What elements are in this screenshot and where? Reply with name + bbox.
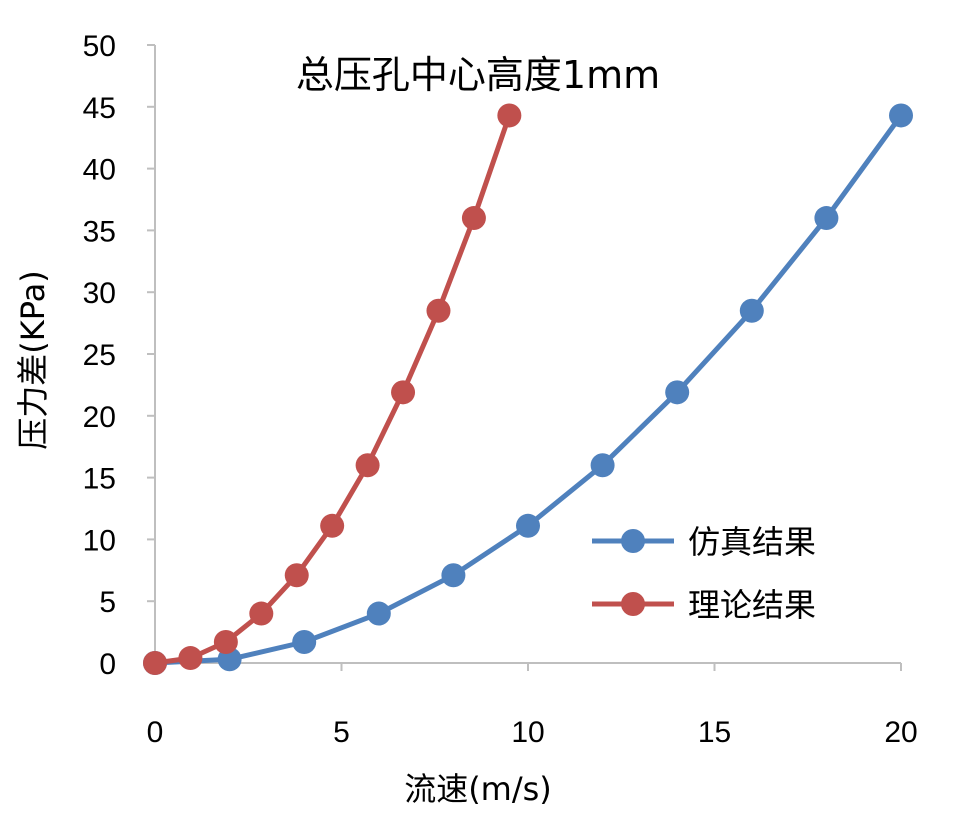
data-point <box>461 206 486 231</box>
legend-label: 理论结果 <box>688 586 816 624</box>
y-tick-label: 5 <box>99 586 116 619</box>
y-tick-label: 30 <box>83 277 116 310</box>
series-layer <box>143 103 913 675</box>
data-point <box>249 601 274 626</box>
data-point <box>143 651 167 675</box>
x-tick-label: 10 <box>511 716 544 749</box>
y-tick-label: 35 <box>83 215 116 248</box>
y-tick-label: 15 <box>83 463 116 496</box>
chart-title: 总压孔中心高度1mm <box>296 53 660 97</box>
data-point <box>355 453 380 478</box>
data-point <box>590 453 615 478</box>
y-tick-label: 50 <box>83 30 116 63</box>
data-point <box>889 103 913 128</box>
y-tick-label: 45 <box>83 92 116 125</box>
x-axis-title: 流速(m/s) <box>404 770 552 808</box>
y-tick-label: 0 <box>99 648 116 681</box>
data-point <box>320 513 345 538</box>
y-tick-label: 40 <box>83 154 116 187</box>
x-tick-label: 5 <box>333 716 350 749</box>
legend-marker <box>621 592 645 616</box>
x-axis: 0 5 10 15 20 <box>147 662 918 749</box>
y-tick-label: 10 <box>83 524 116 557</box>
data-point <box>665 380 690 405</box>
y-tick-label: 25 <box>83 339 116 372</box>
data-point <box>284 563 309 588</box>
data-point <box>516 513 540 538</box>
data-point <box>391 380 416 405</box>
y-axis-title: 压力差(KPa) <box>14 270 52 449</box>
data-point <box>739 298 764 323</box>
x-tick-label: 15 <box>698 716 731 749</box>
data-point <box>213 629 238 654</box>
data-point <box>366 601 391 626</box>
data-point <box>178 646 203 671</box>
series-line-1 <box>152 113 904 666</box>
data-point <box>426 298 451 323</box>
y-axis: 0 5 10 15 20 25 30 35 40 45 50 <box>83 30 156 681</box>
x-tick-label: 0 <box>147 716 164 749</box>
data-point <box>292 629 317 654</box>
y-tick-label: 20 <box>83 401 116 434</box>
data-point <box>497 103 522 128</box>
data-point <box>441 563 466 588</box>
x-tick-label: 20 <box>884 716 917 749</box>
legend-marker <box>621 529 645 553</box>
data-point <box>814 206 839 231</box>
legend-label: 仿真结果 <box>688 523 816 561</box>
